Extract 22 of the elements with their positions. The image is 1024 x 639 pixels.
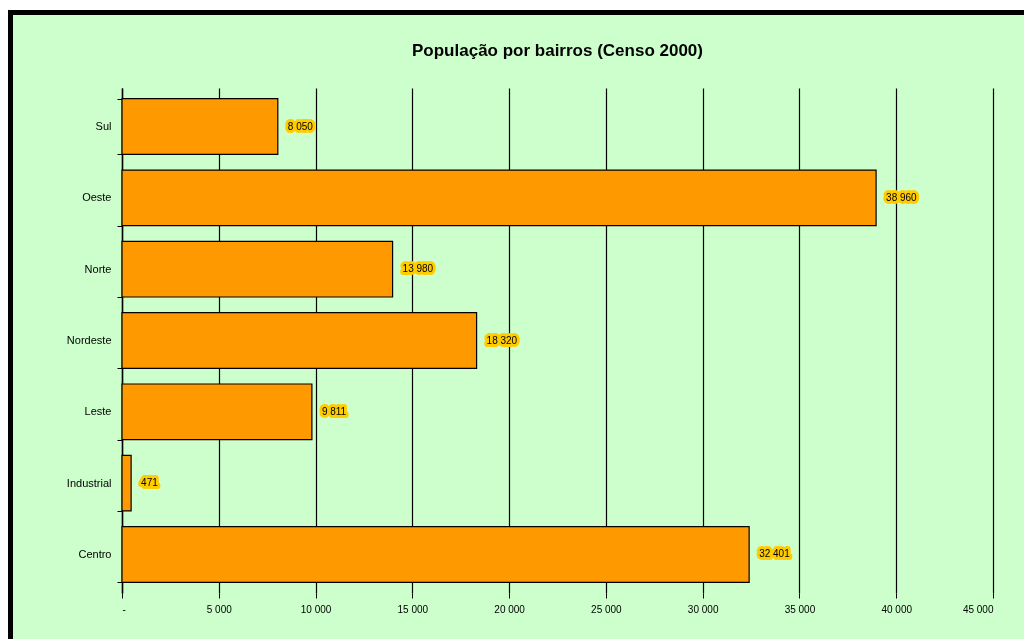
x-tick-label: 25 000 — [591, 603, 623, 615]
data-label: 32 401 — [759, 548, 791, 560]
x-tick-label: 20 000 — [494, 603, 526, 615]
y-tick-label: Industrial — [66, 476, 112, 489]
data-label: 471 — [141, 477, 159, 489]
x-tick-label: 45 000 — [962, 603, 994, 615]
y-tick-label: Leste — [84, 405, 112, 418]
x-tick-label: 40 000 — [881, 603, 913, 615]
x-tick-label: 30 000 — [687, 603, 719, 615]
y-tick-label: Centro — [78, 547, 112, 560]
x-tick-label: - — [122, 603, 126, 615]
y-tick-label: Sul — [95, 120, 112, 133]
x-tick-label: 5 000 — [206, 603, 233, 615]
y-tick-label: Oeste — [82, 191, 112, 204]
data-label: 8 050 — [287, 120, 314, 132]
data-label: 9 811 — [321, 405, 347, 417]
x-tick-label: 10 000 — [300, 603, 332, 615]
y-tick-label: Nordeste — [66, 334, 112, 346]
x-tick-label: 35 000 — [784, 603, 816, 615]
x-tick-label: 15 000 — [397, 603, 429, 615]
chart-title: População por bairros (Censo 2000) — [412, 41, 703, 60]
y-tick-label: Norte — [84, 262, 112, 275]
